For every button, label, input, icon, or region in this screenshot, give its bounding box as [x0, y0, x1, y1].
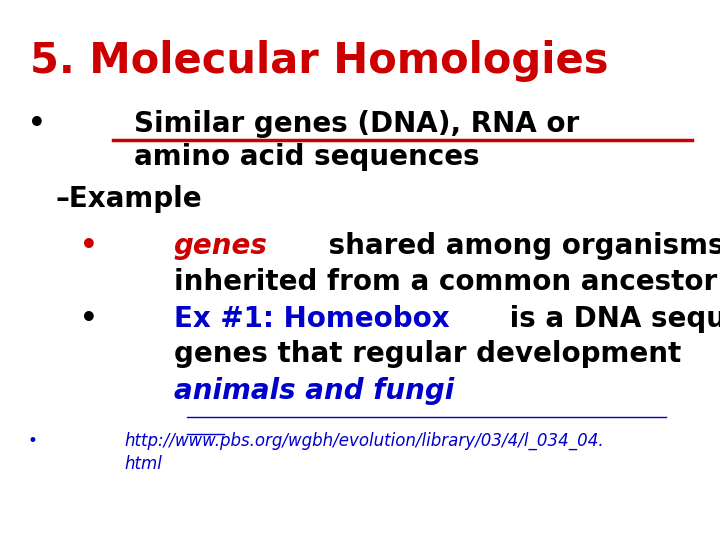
Text: genes that regular development: genes that regular development	[174, 340, 690, 368]
Text: •: •	[80, 232, 98, 260]
Text: is a DNA sequence in: is a DNA sequence in	[500, 305, 720, 333]
Text: animals and fungi: animals and fungi	[174, 377, 454, 405]
Text: •: •	[28, 432, 38, 450]
Text: shared among organisms: shared among organisms	[318, 232, 720, 260]
Text: •: •	[28, 110, 46, 138]
Text: http://www.pbs.org/wgbh/evolution/library/03/4/l_034_04.: http://www.pbs.org/wgbh/evolution/librar…	[125, 432, 604, 450]
Text: amino acid sequences: amino acid sequences	[135, 143, 480, 171]
Text: html: html	[125, 455, 163, 473]
Text: Similar genes (DNA), RNA or: Similar genes (DNA), RNA or	[135, 110, 580, 138]
Text: genes: genes	[174, 232, 268, 260]
Text: Ex #1: Homeobox: Ex #1: Homeobox	[174, 305, 449, 333]
Text: inherited from a common ancestor: inherited from a common ancestor	[174, 268, 717, 296]
Text: •: •	[80, 305, 98, 333]
Text: –Example: –Example	[55, 185, 202, 213]
Text: 5. Molecular Homologies: 5. Molecular Homologies	[30, 40, 608, 82]
